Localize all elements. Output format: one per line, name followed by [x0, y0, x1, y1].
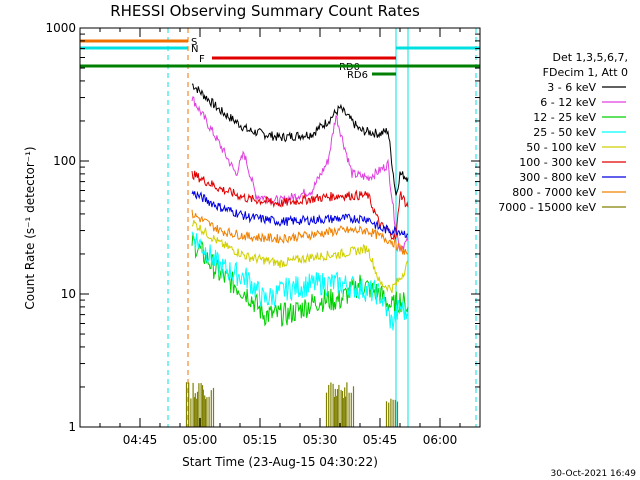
- y-tick-label: 1: [68, 420, 76, 434]
- y-tick-label: 100: [53, 154, 76, 168]
- series-line: [191, 83, 409, 196]
- legend-entry-label: 800 - 7000 keV: [512, 186, 596, 199]
- legend-header-line-1: Det 1,3,5,6,7,: [552, 51, 628, 64]
- legend-entry-label: 7000 - 15000 keV: [498, 201, 596, 214]
- series-line: [191, 170, 409, 241]
- flag-bar-label: F: [199, 54, 205, 65]
- series-line: [191, 209, 409, 255]
- x-tick-label: 05:00: [183, 433, 218, 447]
- axes: 1 10 100 1000 04:45 05:00 05:15 05:30 05:45 06:00: [45, 21, 481, 447]
- series-line: [191, 96, 409, 253]
- flag-bar-label: RD6: [347, 70, 368, 81]
- flag-bar-label: S: [191, 37, 197, 48]
- legend-entry-label: 25 - 50 keV: [533, 126, 596, 139]
- legend-header-line-2: FDecim 1, Att 0: [543, 66, 628, 79]
- legend-entry-label: 12 - 25 keV: [533, 111, 596, 124]
- legend-entry-label: 50 - 100 keV: [526, 141, 596, 154]
- legend: Det 1,3,5,6,7, FDecim 1, Att 0 3 - 6 keV…: [498, 51, 628, 214]
- x-axis-label: Start Time (23-Aug-15 04:30:22): [182, 455, 378, 469]
- series-line: [191, 219, 409, 294]
- x-tick-label: 04:45: [123, 433, 158, 447]
- x-tick-label: 06:00: [423, 433, 458, 447]
- chart-title: RHESSI Observing Summary Count Rates: [110, 2, 420, 20]
- x-tick-label: 05:30: [303, 433, 338, 447]
- legend-entry-label: 100 - 300 keV: [519, 156, 596, 169]
- x-tick-label: 05:45: [363, 433, 398, 447]
- plot-area: SNFRD0RD6: [79, 28, 480, 427]
- flag-bar-label: N: [191, 44, 198, 55]
- y-tick-label: 1000: [45, 21, 76, 35]
- y-axis-label: Count Rate (s⁻¹ detector⁻¹): [23, 146, 37, 309]
- date-stamp: 30-Oct-2021 16:49: [551, 469, 637, 479]
- series-line: [191, 231, 409, 331]
- series-line: [191, 190, 409, 238]
- plot-frame: [79, 27, 481, 428]
- legend-entry-label: 3 - 6 keV: [547, 81, 596, 94]
- x-tick-label: 05:15: [243, 433, 278, 447]
- legend-entry-label: 300 - 800 keV: [519, 171, 596, 184]
- y-tick-label: 10: [61, 287, 76, 301]
- legend-entry-label: 6 - 12 keV: [540, 96, 596, 109]
